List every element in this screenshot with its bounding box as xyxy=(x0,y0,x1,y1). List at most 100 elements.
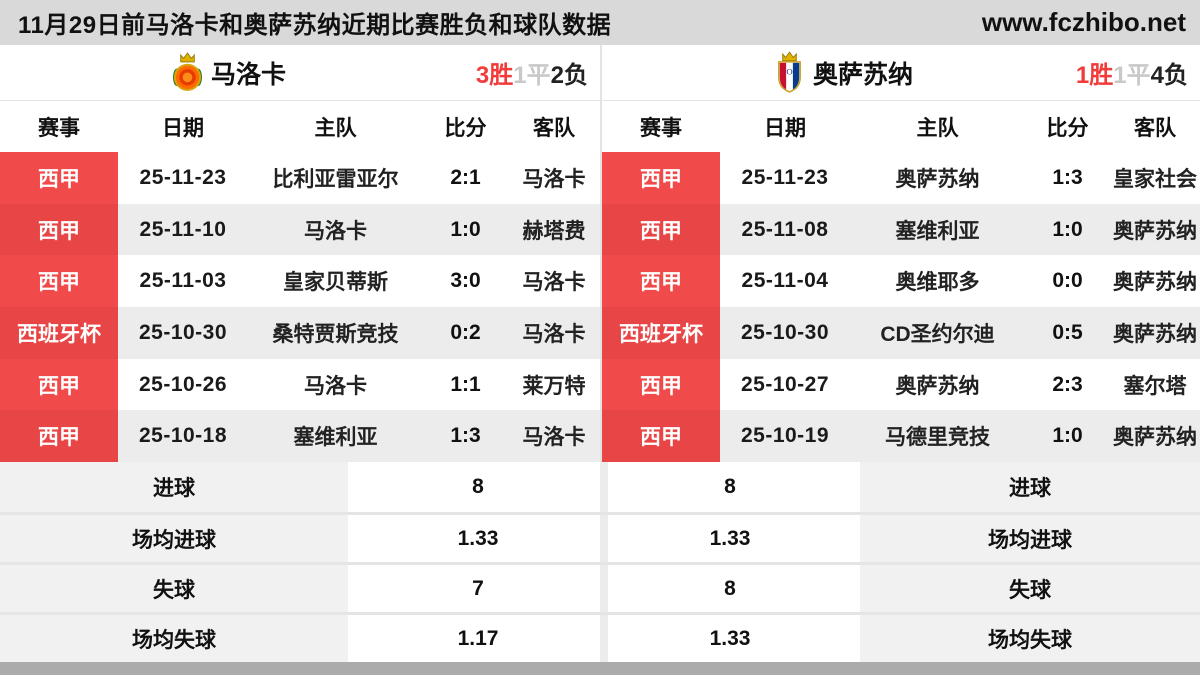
match-row: 西甲 25-11-23 奥萨苏纳 1:3 皇家社会 xyxy=(602,152,1200,204)
team-panel-osasuna: O 奥萨苏纳 1胜1平4负 赛事 日期 主队 比分 客队 西甲 25-11-23… xyxy=(600,45,1200,463)
match-date: 25-11-10 xyxy=(139,217,227,241)
col-score: 比分 xyxy=(1046,116,1089,140)
divider xyxy=(600,462,608,512)
divider xyxy=(852,515,860,562)
match-score: 0:2 xyxy=(450,320,481,344)
divider xyxy=(852,565,860,612)
record-draws: 1平 xyxy=(513,62,551,89)
stat-value-osasuna: 1.33 xyxy=(608,515,852,562)
col-score: 比分 xyxy=(444,116,487,140)
competition-badge: 西甲 xyxy=(602,358,720,411)
competition-badge: 西甲 xyxy=(0,358,118,411)
team-header-osasuna: O 奥萨苏纳 1胜1平4负 xyxy=(602,45,1200,101)
match-score: 1:0 xyxy=(1052,424,1083,448)
team-header-mallorca: 马洛卡 3胜1平2负 xyxy=(0,45,600,101)
divider xyxy=(852,462,860,512)
match-score: 1:0 xyxy=(450,217,481,241)
match-date: 25-10-30 xyxy=(740,320,830,344)
stat-label-right: 失球 xyxy=(860,565,1200,612)
divider xyxy=(600,615,608,662)
match-score: 2:3 xyxy=(1052,372,1083,396)
home-team: 皇家贝蒂斯 xyxy=(283,271,388,295)
match-score: 2:1 xyxy=(450,165,481,189)
match-score: 0:5 xyxy=(1052,320,1083,344)
bottom-strip xyxy=(0,662,1200,675)
competition-badge: 西甲 xyxy=(602,255,720,308)
away-team: 马洛卡 xyxy=(522,271,586,295)
stat-label-right: 场均进球 xyxy=(860,515,1200,562)
match-date: 25-10-18 xyxy=(138,424,228,448)
stats-comparison: 进球 8 8 进球 场均进球 1.33 1.33 场均进球 失球 7 8 失球 … xyxy=(0,462,1200,662)
home-team: 奥萨苏纳 xyxy=(895,374,980,398)
col-home: 主队 xyxy=(916,116,959,140)
divider xyxy=(348,615,356,662)
away-team: 奥萨苏纳 xyxy=(1113,271,1197,295)
competition-badge: 西甲 xyxy=(0,410,118,463)
competition-badge: 西班牙杯 xyxy=(602,307,720,359)
svg-text:O: O xyxy=(786,66,792,76)
match-date: 25-10-30 xyxy=(138,320,228,344)
competition-badge: 西甲 xyxy=(602,152,720,204)
match-date: 25-11-03 xyxy=(139,269,227,293)
match-date: 25-11-04 xyxy=(741,269,829,293)
away-team: 奥萨苏纳 xyxy=(1113,322,1197,346)
column-header: 赛事 日期 主队 比分 客队 xyxy=(602,101,1200,152)
stat-value-osasuna: 1.33 xyxy=(608,615,852,662)
match-row: 西甲 25-10-26 马洛卡 1:1 莱万特 xyxy=(0,358,600,411)
away-team: 塞尔塔 xyxy=(1123,374,1187,398)
match-row: 西甲 25-11-10 马洛卡 1:0 赫塔费 xyxy=(0,203,600,256)
stat-label-left: 场均进球 xyxy=(0,515,348,562)
stat-value-mallorca: 8 xyxy=(356,462,600,512)
match-rows: 西甲 25-11-23 比利亚雷亚尔 2:1 马洛卡 西甲 25-11-10 马… xyxy=(0,152,600,463)
match-row: 西甲 25-10-27 奥萨苏纳 2:3 塞尔塔 xyxy=(602,358,1200,411)
away-team: 皇家社会 xyxy=(1113,167,1197,191)
match-rows: 西甲 25-11-23 奥萨苏纳 1:3 皇家社会 西甲 25-11-08 塞维… xyxy=(602,152,1200,463)
competition-badge: 西甲 xyxy=(602,203,720,256)
team-record: 3胜1平2负 xyxy=(476,55,588,90)
col-competition: 赛事 xyxy=(640,116,682,140)
match-row: 西甲 25-11-23 比利亚雷亚尔 2:1 马洛卡 xyxy=(0,152,600,204)
away-team: 马洛卡 xyxy=(522,322,586,346)
team-name: 马洛卡 xyxy=(211,60,287,89)
home-team: 马洛卡 xyxy=(304,374,367,398)
column-header: 赛事 日期 主队 比分 客队 xyxy=(0,101,600,152)
match-score: 1:3 xyxy=(1052,165,1083,189)
competition-badge: 西甲 xyxy=(0,152,118,204)
stat-value-mallorca: 1.17 xyxy=(356,615,600,662)
home-team: 塞维利亚 xyxy=(293,426,378,450)
match-row: 西甲 25-10-19 马德里竞技 1:0 奥萨苏纳 xyxy=(602,410,1200,463)
competition-badge: 西班牙杯 xyxy=(0,307,118,359)
match-score: 1:0 xyxy=(1052,217,1083,241)
competition-badge: 西甲 xyxy=(0,255,118,308)
team-identity: O 奥萨苏纳 xyxy=(774,51,913,94)
divider xyxy=(348,565,356,612)
away-team: 马洛卡 xyxy=(522,167,586,191)
match-row: 西班牙杯 25-10-30 CD圣约尔迪 0:5 奥萨苏纳 xyxy=(602,307,1200,359)
record-draws: 1平 xyxy=(1113,62,1151,89)
record-wins: 3胜 xyxy=(475,62,514,89)
match-score: 3:0 xyxy=(450,269,481,293)
away-team: 赫塔费 xyxy=(522,219,586,243)
stat-value-osasuna: 8 xyxy=(608,565,852,612)
match-date: 25-10-26 xyxy=(138,372,228,396)
osasuna-crest-icon: O xyxy=(778,51,801,93)
record-losses: 2负 xyxy=(550,62,588,89)
match-row: 西甲 25-11-03 皇家贝蒂斯 3:0 马洛卡 xyxy=(0,255,600,308)
match-date: 25-11-23 xyxy=(741,165,829,189)
stat-label-right: 场均失球 xyxy=(860,615,1200,662)
match-row: 西甲 25-11-08 塞维利亚 1:0 奥萨苏纳 xyxy=(602,203,1200,256)
match-score: 0:0 xyxy=(1052,269,1083,293)
team-panel-mallorca: 马洛卡 3胜1平2负 赛事 日期 主队 比分 客队 西甲 25-11-23 比利… xyxy=(0,45,600,463)
match-score: 1:1 xyxy=(450,372,481,396)
match-row: 西班牙杯 25-10-30 桑特贾斯竞技 0:2 马洛卡 xyxy=(0,307,600,359)
topbar: 11月29日前马洛卡和奥萨苏纳近期比赛胜负和球队数据 www.fczhibo.n… xyxy=(0,0,1200,45)
match-row: 西甲 25-11-04 奥维耶多 0:0 奥萨苏纳 xyxy=(602,255,1200,308)
match-date: 25-11-23 xyxy=(139,165,227,189)
home-team: 桑特贾斯竞技 xyxy=(272,322,399,346)
home-team: 奥维耶多 xyxy=(895,271,980,295)
home-team: 马德里竞技 xyxy=(885,426,990,450)
home-team: 塞维利亚 xyxy=(895,219,980,243)
stat-value-osasuna: 8 xyxy=(608,462,852,512)
col-competition: 赛事 xyxy=(38,116,80,140)
away-team: 莱万特 xyxy=(522,374,586,398)
